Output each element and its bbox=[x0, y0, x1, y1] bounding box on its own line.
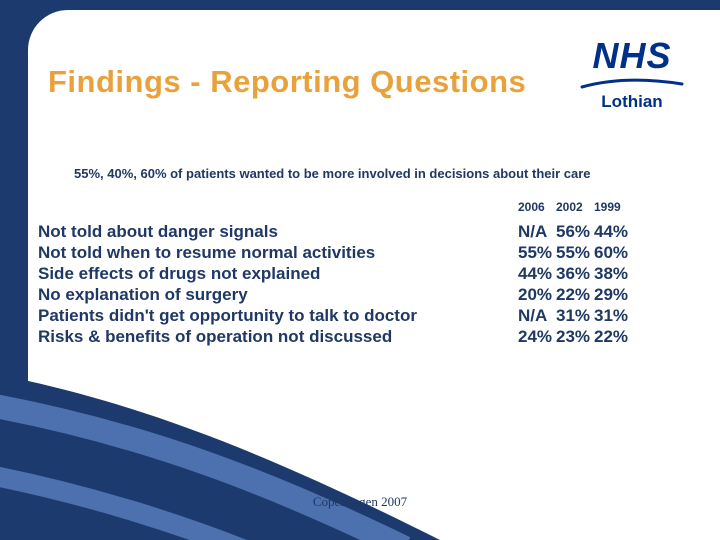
table-row: Not told about danger signals N/A 56% 44… bbox=[38, 221, 632, 242]
finding-label: Not told about danger signals bbox=[38, 222, 278, 241]
nhs-lothian-logo: NHS Lothian bbox=[572, 38, 692, 112]
finding-label: Patients didn't get opportunity to talk … bbox=[38, 306, 417, 325]
value-1999: 60% bbox=[594, 243, 629, 262]
year-column-header: 2002 bbox=[556, 200, 583, 214]
value-2006: 24% bbox=[518, 327, 553, 346]
value-2002: 31% bbox=[556, 306, 591, 325]
findings-table: 2006 2002 1999 Not told about danger sig… bbox=[38, 200, 632, 347]
finding-label: Side effects of drugs not explained bbox=[38, 264, 321, 283]
value-1999: 38% bbox=[594, 264, 629, 283]
value-2002: 55% bbox=[556, 243, 591, 262]
table-row: Risks & benefits of operation not discus… bbox=[38, 326, 632, 347]
value-2002: 56% bbox=[556, 222, 591, 241]
table-row: Not told when to resume normal activitie… bbox=[38, 242, 632, 263]
value-2006: N/A bbox=[518, 306, 548, 325]
logo-swoosh-icon bbox=[580, 78, 684, 89]
value-1999: 44% bbox=[594, 222, 629, 241]
year-column-header: 1999 bbox=[594, 200, 621, 214]
finding-label: No explanation of surgery bbox=[38, 285, 248, 304]
slide-subtitle: 55%, 40%, 60% of patients wanted to be m… bbox=[74, 166, 591, 181]
slide-title: Findings - Reporting Questions bbox=[48, 64, 527, 99]
finding-label: Risks & benefits of operation not discus… bbox=[38, 327, 393, 346]
slide-footer: Copenhagen 2007 bbox=[312, 494, 408, 509]
year-column-header: 2006 bbox=[518, 200, 545, 214]
table-row: Side effects of drugs not explained 44% … bbox=[38, 263, 632, 284]
value-1999: 22% bbox=[594, 327, 629, 346]
value-2002: 22% bbox=[556, 285, 591, 304]
value-2002: 23% bbox=[556, 327, 591, 346]
value-2002: 36% bbox=[556, 264, 591, 283]
value-2006: N/A bbox=[518, 222, 548, 241]
table-row: Patients didn't get opportunity to talk … bbox=[38, 305, 632, 326]
table-row: No explanation of surgery 20% 22% 29% bbox=[38, 284, 632, 305]
value-2006: 55% bbox=[518, 243, 553, 262]
logo-region-label: Lothian bbox=[601, 92, 663, 111]
value-1999: 31% bbox=[594, 306, 629, 325]
value-2006: 20% bbox=[518, 285, 553, 304]
value-2006: 44% bbox=[518, 264, 553, 283]
table-header-row: 2006 2002 1999 bbox=[38, 200, 632, 214]
nhs-logo-text: NHS bbox=[592, 35, 672, 76]
finding-label: Not told when to resume normal activitie… bbox=[38, 243, 376, 262]
value-1999: 29% bbox=[594, 285, 629, 304]
